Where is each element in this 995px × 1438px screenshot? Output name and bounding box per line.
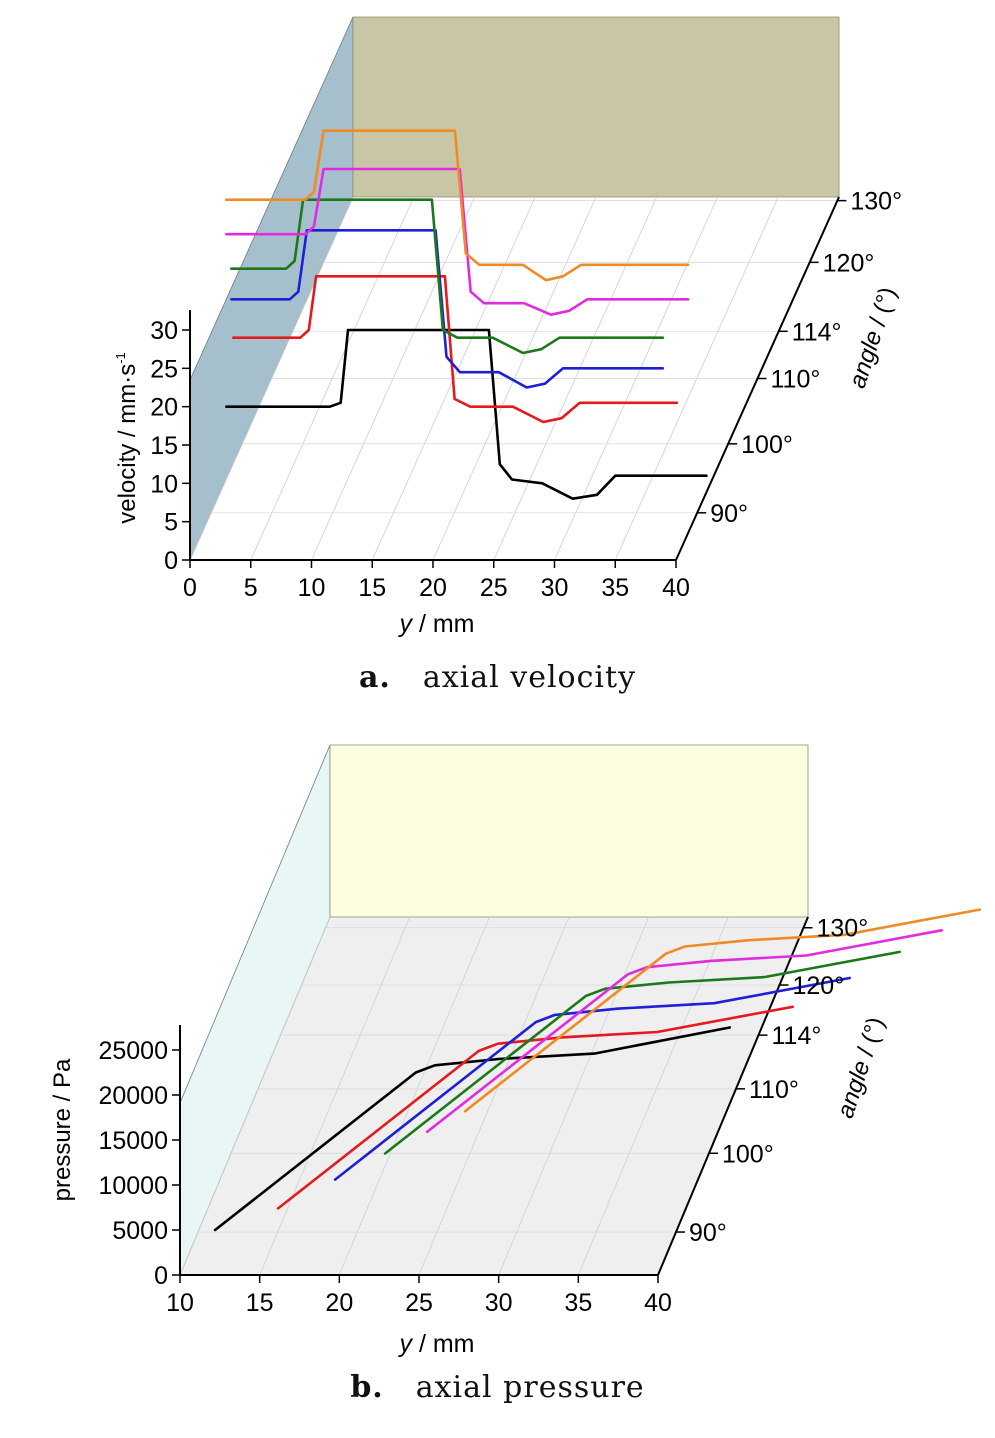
series-line-110deg (333, 976, 852, 1181)
chart-panel-a: 0 5 10 15 20 25 30 35 40 0 5 10 15 20 25 30 90° 100° 110° 1… (0, 0, 995, 660)
series-line-90deg (213, 1026, 732, 1232)
x-tick-label: 30 (485, 1289, 513, 1317)
x-tick-label: 40 (662, 574, 690, 602)
y-axis-label-a: velocity / mm·s-1 (113, 352, 141, 524)
x-tick-label: 25 (480, 574, 508, 602)
chart-panel-b: 10 15 20 25 30 35 40 0 5000 10000 15000 20000 25000 9… (0, 730, 995, 1390)
y-tick-label: 20 (150, 394, 178, 422)
y-tick-label: 5 (164, 509, 178, 537)
series-line-120deg (425, 929, 944, 1134)
x-tick-label: 15 (358, 574, 386, 602)
caption-b-text: axial pressure (415, 1370, 645, 1405)
series-line-130deg (225, 129, 690, 282)
angle-tick-label: 130° (817, 915, 869, 943)
floor-grid-line (259, 916, 411, 1276)
x-tick-label: 35 (601, 574, 629, 602)
pressure-chart: 10 15 20 25 30 35 40 0 5000 10000 15000 20000 25000 9… (49, 744, 982, 1358)
caption-a: a. axial velocity (0, 660, 995, 695)
y-tick-label: 25000 (98, 1037, 168, 1065)
series-line-110deg (230, 229, 665, 389)
series-line-120deg (225, 167, 690, 317)
series-line-130deg (463, 908, 982, 1113)
series-line-114deg (230, 198, 665, 355)
x-tick-label: 25 (405, 1289, 433, 1317)
caption-a-label: a. (358, 660, 391, 695)
y-tick-label: 10 (150, 470, 178, 498)
angle-axis-line (657, 916, 809, 1276)
y-tick-label: 0 (154, 1262, 168, 1290)
x-tick-label: 20 (419, 574, 447, 602)
y-tick-label: 25 (150, 355, 178, 383)
x-tick-label: 5 (244, 574, 258, 602)
x-tick-label: 10 (298, 574, 326, 602)
angle-tick-label: 100° (722, 1140, 774, 1168)
y-axis-label-b: pressure / Pa (49, 1058, 76, 1201)
x-tick-label: 10 (166, 1289, 194, 1317)
x-tick-label: 30 (541, 574, 569, 602)
x-tick-label: 20 (325, 1289, 353, 1317)
caption-a-text: axial velocity (422, 660, 637, 695)
angle-tick-label: 110° (749, 1076, 799, 1104)
back-wall (329, 744, 809, 918)
velocity-chart: 0 5 10 15 20 25 30 35 40 0 5 10 15 20 25 30 90° 100° 110° 1… (113, 16, 902, 638)
series-line-114deg (383, 950, 902, 1155)
angle-tick-label: 110° (771, 366, 821, 394)
x-axis-label-a: y / mm (398, 610, 475, 638)
y-tick-label: 20000 (98, 1082, 168, 1110)
z-axis-label-a: angle / (°) (844, 284, 902, 392)
y-tick-label: 15 (150, 432, 178, 460)
angle-tick-label: 114° (792, 318, 842, 346)
floor-grid-line (577, 916, 729, 1276)
x-tick-label: 0 (183, 574, 197, 602)
angle-tick-label: 90° (710, 500, 748, 528)
angle-tick-label: 100° (741, 431, 793, 459)
floor-grid-line (179, 916, 331, 1276)
caption-b-label: b. (350, 1370, 384, 1405)
y-tick-label: 0 (164, 547, 178, 575)
y-tick-label: 5000 (112, 1217, 168, 1245)
x-tick-label: 40 (644, 1289, 672, 1317)
series-line-90deg (225, 328, 708, 501)
side-wall (189, 16, 354, 561)
series-line-100deg (232, 274, 679, 424)
y-tick-label: 15000 (98, 1127, 168, 1155)
angle-tick-label: 120° (793, 972, 845, 1000)
x-axis-label-b: y / mm (398, 1330, 475, 1358)
y-tick-label: 10000 (98, 1172, 168, 1200)
angle-tick-label: 130° (850, 188, 902, 216)
angle-tick-label: 120° (823, 249, 875, 277)
z-axis-label-b: angle / (°) (832, 1014, 890, 1122)
back-wall (352, 16, 840, 198)
angle-tick-label: 114° (772, 1022, 822, 1050)
floor-grid-line (338, 916, 490, 1276)
caption-b: b. axial pressure (0, 1370, 995, 1405)
y-tick-label: 30 (150, 317, 178, 345)
x-tick-label: 35 (564, 1289, 592, 1317)
floor-grid-line (418, 916, 570, 1276)
angle-tick-label: 90° (689, 1219, 727, 1247)
x-tick-label: 15 (246, 1289, 274, 1317)
